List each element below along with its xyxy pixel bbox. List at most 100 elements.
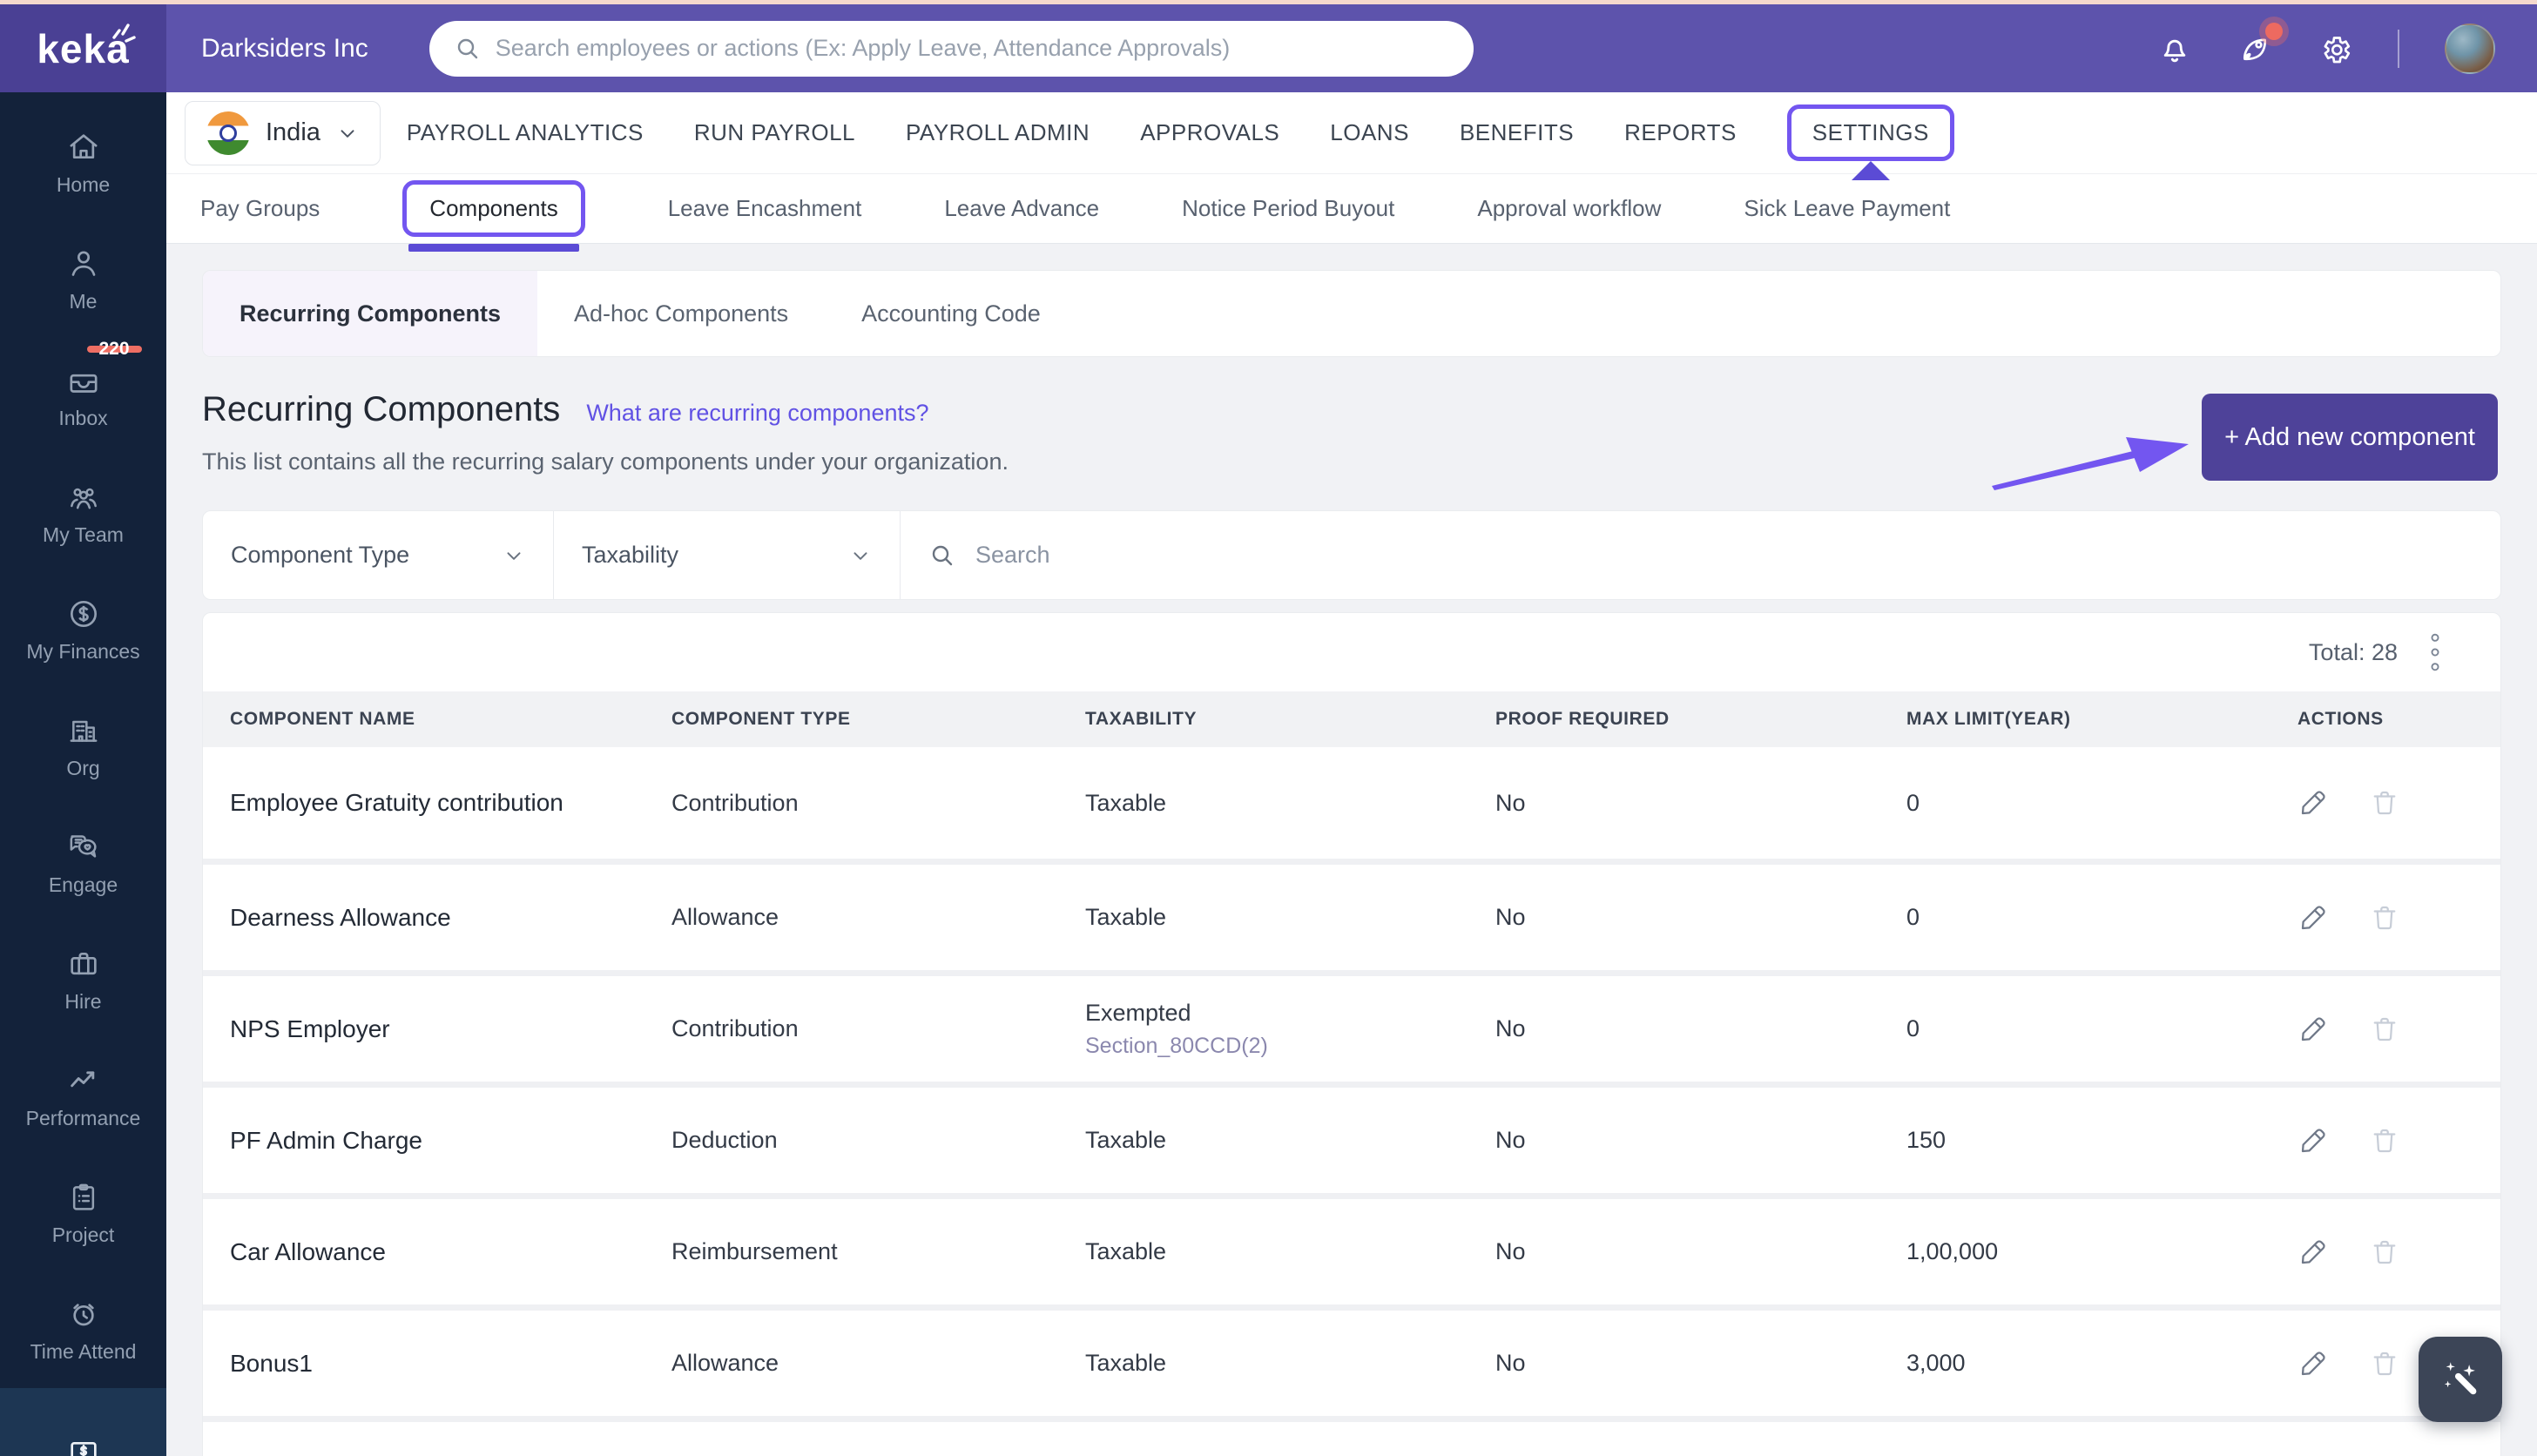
subnav-leave-advance[interactable]: Leave Advance [944, 195, 1100, 221]
kebab-menu-icon[interactable] [2424, 632, 2446, 672]
global-search[interactable] [428, 20, 1474, 77]
search-icon [928, 542, 956, 570]
nav-run-payroll[interactable]: RUN PAYROLL [693, 119, 855, 145]
keka-logo[interactable]: keka [0, 4, 166, 92]
sidebar-item-inbox[interactable]: 220 Inbox [0, 338, 166, 455]
logo-spark-icon [112, 24, 136, 43]
sidebar-item-my-finances[interactable]: My Finances [0, 571, 166, 688]
nav-payroll-analytics[interactable]: PAYROLL ANALYTICS [406, 119, 644, 145]
whats-new-rocket-icon[interactable] [2237, 22, 2283, 66]
edit-pencil-icon[interactable] [2297, 787, 2329, 819]
sidebar: Home Me 220 Inbox My Team My Finances Or… [0, 92, 166, 1456]
table-search[interactable] [901, 511, 2500, 599]
subnav-sick-leave-payment[interactable]: Sick Leave Payment [1744, 195, 1951, 221]
active-tab-underline [408, 244, 579, 252]
payroll-nav-items: PAYROLL ANALYTICS RUN PAYROLL PAYROLL AD… [406, 104, 1954, 180]
sidebar-item-label: Home [56, 172, 111, 196]
components-tabs: Recurring Components Ad-hoc Components A… [202, 270, 2501, 357]
sidebar-item-engage[interactable]: Engage [0, 805, 166, 921]
components-table-card: Total: 28 COMPONENT NAME COMPONENT TYPE … [202, 612, 2501, 1456]
help-link[interactable]: What are recurring components? [586, 400, 929, 426]
cell-component-name: Employee Gratuity contribution [230, 789, 563, 816]
col-component-name: COMPONENT NAME [230, 709, 415, 729]
capture-edge-strip [0, 0, 2537, 4]
magic-wand-icon [2437, 1356, 2484, 1403]
edit-pencil-icon[interactable] [2297, 1237, 2329, 1268]
taxability-filter[interactable]: Taxability [554, 511, 901, 599]
time-attend-icon [66, 1297, 101, 1331]
notifications-bell-icon[interactable] [2157, 31, 2192, 66]
table-row: Employee Gratuity contribution Contribut… [203, 747, 2500, 859]
subnav-notice-period-buyout[interactable]: Notice Period Buyout [1182, 195, 1395, 221]
add-new-component-button[interactable]: + Add new component [2202, 394, 2498, 481]
tab-recurring-components[interactable]: Recurring Components [203, 271, 538, 356]
sidebar-item-project[interactable]: Project [0, 1155, 166, 1271]
region-selector[interactable]: India [185, 100, 381, 165]
component-type-filter[interactable]: Component Type [203, 511, 554, 599]
tab-adhoc-components[interactable]: Ad-hoc Components [574, 300, 789, 327]
table-row: Dearness Allowance Allowance Taxable No … [203, 859, 2500, 970]
nav-settings[interactable]: SETTINGS [1812, 119, 1929, 145]
table-toolbar: Total: 28 [203, 613, 2500, 691]
sidebar-item-performance[interactable]: Performance [0, 1038, 166, 1155]
global-search-input[interactable] [495, 35, 1449, 62]
nav-loans[interactable]: LOANS [1330, 119, 1409, 145]
user-avatar[interactable] [2445, 23, 2495, 74]
delete-trash-icon[interactable] [2369, 1237, 2400, 1268]
delete-trash-icon[interactable] [2369, 1014, 2400, 1045]
cell-max-limit: 0 [1906, 1015, 1920, 1041]
sidebar-item-label: Engage [48, 873, 118, 896]
edit-pencil-icon[interactable] [2297, 1125, 2329, 1156]
cell-max-limit: 1,00,000 [1906, 1238, 1999, 1264]
cell-component-type: Allowance [671, 1350, 779, 1376]
taxability-filter-label: Taxability [582, 542, 679, 568]
cell-component-name: PF Admin Charge [230, 1126, 422, 1154]
sidebar-item-time-attend[interactable]: Time Attend [0, 1271, 166, 1388]
edit-pencil-icon[interactable] [2297, 1014, 2329, 1045]
annotation-triangle [1851, 161, 1890, 180]
sidebar-item-payroll[interactable] [0, 1388, 166, 1456]
subnav-approval-workflow[interactable]: Approval workflow [1477, 195, 1662, 221]
sidebar-item-home[interactable]: Home [0, 104, 166, 221]
cell-taxability: Taxable [1085, 789, 1167, 816]
delete-trash-icon[interactable] [2369, 1125, 2400, 1156]
taxability-section-note[interactable]: Section_80CCD(2) [1085, 1033, 1268, 1058]
nav-reports[interactable]: REPORTS [1624, 119, 1737, 145]
home-icon [66, 130, 101, 165]
assistant-wand-button[interactable] [2419, 1337, 2502, 1422]
cell-max-limit: 150 [1906, 1127, 1947, 1153]
sidebar-item-hire[interactable]: Hire [0, 921, 166, 1038]
page-description: This list contains all the recurring sal… [202, 448, 1009, 475]
delete-trash-icon[interactable] [2369, 902, 2400, 934]
total-count: Total: 28 [2308, 638, 2398, 665]
nav-payroll-admin[interactable]: PAYROLL ADMIN [906, 119, 1090, 145]
cell-taxability: Taxable [1085, 1238, 1167, 1264]
sidebar-item-my-team[interactable]: My Team [0, 455, 166, 571]
edit-pencil-icon[interactable] [2297, 902, 2329, 934]
delete-trash-icon[interactable] [2369, 1348, 2400, 1379]
delete-trash-icon[interactable] [2369, 787, 2400, 819]
sidebar-item-me[interactable]: Me [0, 221, 166, 338]
table-search-input[interactable] [975, 542, 2473, 569]
cell-taxability: Taxable [1085, 1127, 1167, 1153]
sidebar-item-org[interactable]: Org [0, 688, 166, 805]
sidebar-item-label: Project [51, 1223, 115, 1246]
nav-benefits[interactable]: BENEFITS [1459, 119, 1575, 145]
component-type-filter-label: Component Type [231, 542, 410, 568]
table-row: Car Allowance Reimbursement Taxable No 1… [203, 1193, 2500, 1304]
cell-proof-required: No [1495, 1350, 1526, 1376]
edit-pencil-icon[interactable] [2297, 1348, 2329, 1379]
tab-accounting-code[interactable]: Accounting Code [861, 300, 1041, 327]
finances-icon [66, 597, 101, 631]
sidebar-item-label: Inbox [58, 406, 108, 429]
settings-gear-icon[interactable] [2318, 31, 2352, 66]
subnav-leave-encashment[interactable]: Leave Encashment [667, 195, 862, 221]
col-component-type: COMPONENT TYPE [671, 709, 851, 729]
nav-approvals[interactable]: APPROVALS [1140, 119, 1280, 145]
subnav-pay-groups[interactable]: Pay Groups [200, 195, 320, 221]
settings-sub-nav: Pay Groups Components Leave Encashment L… [166, 174, 2537, 252]
subnav-components[interactable]: Components [429, 195, 558, 221]
table-row: NPS Employer Contribution Exempted Secti… [203, 970, 2500, 1082]
cell-proof-required: No [1495, 789, 1526, 816]
